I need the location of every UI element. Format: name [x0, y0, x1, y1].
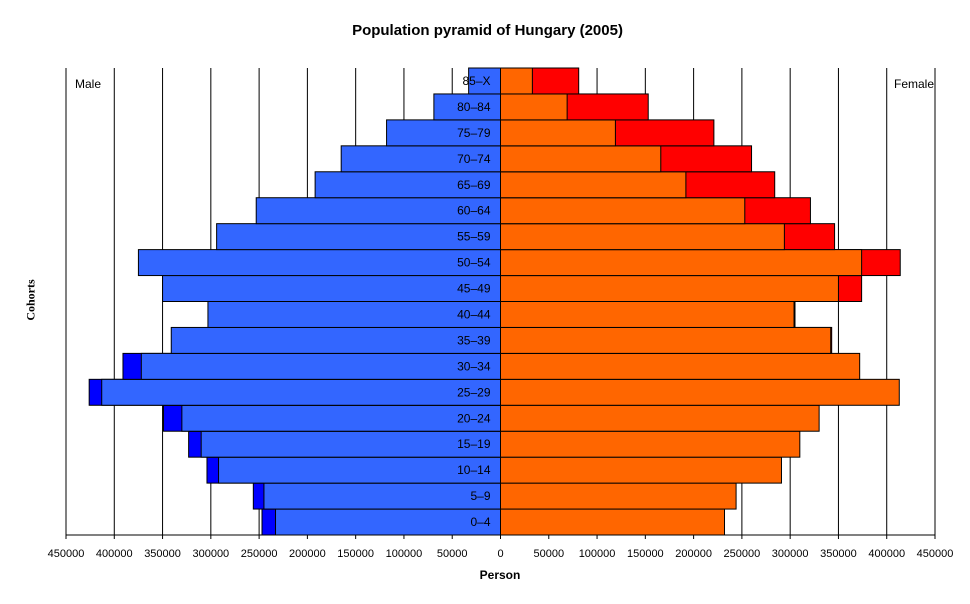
tick-label: 400000: [868, 548, 905, 560]
female-bar: [500, 249, 863, 277]
male-bar: [340, 145, 501, 173]
tick-label: 50000: [437, 548, 468, 560]
female-bar: [500, 404, 820, 432]
female-bar: [500, 197, 746, 225]
tick-label: 50000: [533, 548, 564, 560]
category-label: 20–24: [457, 411, 491, 425]
category-label: 65–69: [457, 178, 491, 192]
category-label: 0–4: [470, 515, 490, 529]
category-labels: 0–4 5–9 10–14 15–19 20–24 25–29 30–34 35–39 40–4…: [457, 74, 491, 529]
tick-label: 450000: [48, 548, 85, 560]
category-label: 80–84: [457, 100, 491, 114]
tick-label: 250000: [241, 548, 278, 560]
tick-label: 200000: [675, 548, 712, 560]
male-bar: [263, 482, 502, 510]
category-label: 45–49: [457, 282, 491, 296]
male-label: Male: [75, 77, 101, 91]
male-bar: [386, 119, 502, 147]
male-bar: [433, 93, 502, 121]
category-label: 55–59: [457, 230, 491, 244]
male-bar: [170, 326, 502, 354]
female-bar: [500, 378, 900, 406]
female-bar: [500, 67, 533, 95]
category-label: 25–29: [457, 385, 491, 399]
tick-label: 400000: [96, 548, 133, 560]
male-bar: [101, 378, 501, 406]
category-label: 70–74: [457, 152, 491, 166]
tick-label: 450000: [917, 548, 954, 560]
female-bar: [500, 119, 616, 147]
female-bar: [500, 430, 801, 458]
category-label: 35–39: [457, 333, 491, 347]
category-label: 60–64: [457, 204, 491, 218]
tick-label: 100000: [579, 548, 616, 560]
category-label: 15–19: [457, 437, 491, 451]
category-label: 5–9: [470, 489, 490, 503]
female-bar: [500, 482, 737, 510]
male-bar: [200, 430, 502, 458]
tick-label: 350000: [144, 548, 181, 560]
male-bar: [275, 508, 501, 536]
female-bar: [500, 145, 662, 173]
category-label: 10–14: [457, 463, 491, 477]
male-bar: [140, 352, 502, 380]
female-bar: [500, 171, 687, 199]
male-bar: [207, 301, 501, 328]
male-bar: [181, 404, 501, 432]
chart-title: Population pyramid of Hungary (2005): [352, 22, 623, 39]
male-bar: [137, 249, 502, 277]
tick-label: 300000: [192, 548, 229, 560]
female-bar: [500, 301, 795, 328]
category-label: 30–34: [457, 359, 491, 373]
tick-label: 200000: [289, 548, 326, 560]
category-label: 50–54: [457, 256, 491, 270]
male-bar: [162, 275, 502, 302]
female-bar: [500, 326, 832, 354]
female-bar: [500, 275, 839, 302]
female-label: Female: [894, 77, 934, 91]
female-bar: [500, 352, 861, 380]
female-bar: [500, 456, 782, 484]
bars: [88, 67, 901, 536]
tick-label: 100000: [386, 548, 423, 560]
female-bar: [500, 223, 785, 251]
tick-label: 0: [497, 548, 503, 560]
female-bar: [500, 508, 726, 536]
category-label: 85–X: [462, 74, 490, 88]
x-ticks: 450000 400000 350000 300000 250000 200000 1500…: [48, 535, 954, 560]
tick-label: 150000: [337, 548, 374, 560]
x-axis-label: Person: [479, 568, 521, 582]
tick-label: 350000: [820, 548, 857, 560]
female-bar: [500, 93, 568, 121]
category-label: 40–44: [457, 307, 491, 321]
tick-label: 150000: [627, 548, 664, 560]
category-label: 75–79: [457, 126, 491, 140]
tick-label: 300000: [772, 548, 809, 560]
tick-label: 250000: [724, 548, 761, 560]
